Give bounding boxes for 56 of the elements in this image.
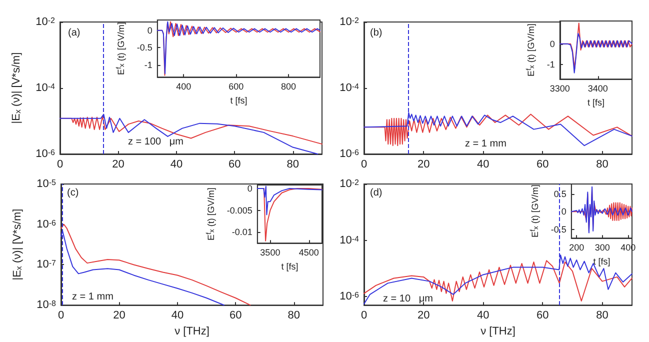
x-tick-label: 200 <box>569 242 584 253</box>
x-tick-label: 60 <box>228 158 241 170</box>
y-tick-label: -0.5 <box>550 224 566 234</box>
x-tick-label: 80 <box>286 158 300 170</box>
x-tick-label: 40 <box>476 158 490 170</box>
x-tick-label: 300 <box>594 242 610 253</box>
line-series <box>256 186 322 216</box>
x-tick-label: 60 <box>230 310 242 322</box>
x-tick-label: 400 <box>176 82 192 92</box>
y-tick-label: -0.005 <box>226 205 252 216</box>
annotation: (d) <box>370 188 382 198</box>
annotation: (c) <box>67 188 79 198</box>
x-axis-title: t [fs] <box>281 262 298 272</box>
x-tick-label: 40 <box>476 310 490 322</box>
x-tick-label: 800 <box>281 82 296 92</box>
annotation: (a) <box>68 28 80 38</box>
y-tick-label: 0.5 <box>554 188 566 199</box>
line-series <box>364 260 632 302</box>
x-tick-label: 20 <box>417 158 430 170</box>
y-tick-label: -1 <box>144 60 152 70</box>
x-tick-label: 4500 <box>298 248 319 258</box>
x-axis-title: t [fs] <box>593 256 610 266</box>
y-tick-label: 0 <box>247 183 252 194</box>
annotation: z = 1 mm <box>465 138 506 150</box>
y-axis-title: |Ex (ν)| [V*s/m] <box>10 52 22 124</box>
x-tick-label: 20 <box>112 158 124 170</box>
x-axis-title: ν [THz] <box>480 326 516 338</box>
x-tick-label: 3500 <box>260 248 280 258</box>
y-tick-label: 0 <box>550 38 555 49</box>
x-tick-label: 40 <box>170 158 183 170</box>
x-tick-label: 80 <box>596 310 608 322</box>
annotation: z = 100 μm <box>128 136 184 148</box>
x-tick-label: 40 <box>171 310 184 322</box>
x-tick-label: 80 <box>288 310 300 322</box>
y-axis-title: |Ex (ν)| [V*s/m] <box>12 208 24 280</box>
x-axis-title: ν [THz] <box>174 326 210 338</box>
y-tick-label: 0 <box>147 25 152 36</box>
y-tick-label: -1 <box>546 60 555 70</box>
x-tick-label: 80 <box>596 158 608 170</box>
annotation: (b) <box>370 28 382 38</box>
x-tick-label: 0 <box>360 158 368 170</box>
x-tick-label: 3300 <box>550 84 570 94</box>
y-tick-label: -0.5 <box>136 42 152 53</box>
line-series <box>559 32 632 74</box>
x-tick-label: 20 <box>113 310 126 322</box>
x-tick-label: 600 <box>228 82 244 92</box>
x-tick-label: 60 <box>536 158 549 170</box>
y-tick-label: -0.01 <box>232 227 252 238</box>
x-axis-title: t [fs] <box>587 98 604 108</box>
annotation: z = 10 μm <box>383 294 433 304</box>
x-tick-label: 20 <box>417 310 430 322</box>
x-tick-label: 3400 <box>588 84 608 94</box>
x-axis-title: t [fs] <box>230 96 248 106</box>
annotation: z = 1 mm <box>72 292 114 302</box>
x-tick-label: 60 <box>536 310 549 322</box>
y-tick-label: 0 <box>561 206 566 217</box>
